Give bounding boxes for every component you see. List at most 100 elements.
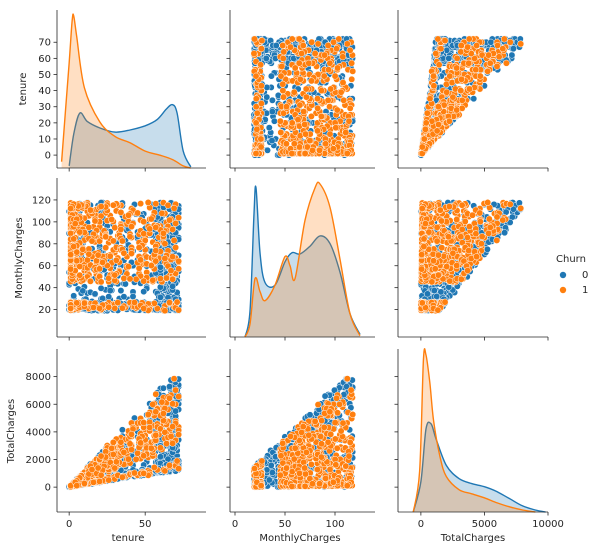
scatter-point-TotalCharges-tenure-churn1-350 bbox=[457, 48, 465, 56]
scatter-point-TotalCharges-tenure-churn0-675 bbox=[445, 54, 453, 62]
scatter-point-MonthlyCharges-tenure-churn1-512 bbox=[258, 37, 266, 45]
scatter-point-MonthlyCharges-tenure-churn1-468 bbox=[349, 67, 357, 75]
scatter-point-MonthlyCharges-tenure-churn1-375 bbox=[346, 46, 354, 54]
scatter-point-MonthlyCharges-tenure-churn1-589 bbox=[314, 127, 321, 135]
scatter-point-tenure-MonthlyCharges-churn1-538 bbox=[91, 217, 99, 225]
scatter-point-TotalCharges-tenure-churn1-595 bbox=[418, 143, 426, 151]
kde-line-TotalCharges-churn1 bbox=[412, 348, 536, 513]
scatter-point-tenure-MonthlyCharges-churn1-529 bbox=[161, 240, 169, 248]
scatter-point-MonthlyCharges-tenure-churn1-556 bbox=[302, 130, 309, 138]
scatter-point-MonthlyCharges-tenure-churn1-351 bbox=[324, 42, 332, 49]
scatter-point-MonthlyCharges-tenure-churn0-477 bbox=[263, 93, 271, 101]
scatter-point-tenure-MonthlyCharges-churn1-443 bbox=[152, 200, 160, 208]
scatter-point-tenure-MonthlyCharges-churn1-575 bbox=[70, 235, 78, 243]
kde-line-tenure-churn0 bbox=[68, 103, 192, 168]
scatter-point-TotalCharges-tenure-churn1-585 bbox=[473, 42, 481, 49]
scatter-point-tenure-MonthlyCharges-churn1-477 bbox=[128, 250, 135, 257]
scatter-point-TotalCharges-tenure-churn1-518 bbox=[499, 45, 507, 53]
scatter-point-tenure-MonthlyCharges-churn1-367 bbox=[137, 200, 145, 208]
scatter-point-MonthlyCharges-tenure-churn1-431 bbox=[346, 104, 354, 112]
scatter-point-tenure-MonthlyCharges-churn1-594 bbox=[71, 220, 79, 228]
scatter-point-tenure-MonthlyCharges-churn1-592 bbox=[94, 251, 102, 259]
scatter-point-tenure-MonthlyCharges-churn1-585 bbox=[169, 253, 177, 261]
scatter-point-layer bbox=[65, 35, 525, 491]
scatter-point-MonthlyCharges-tenure-churn1-25 bbox=[308, 38, 316, 46]
scatter-point-MonthlyCharges-tenure-churn0-144 bbox=[267, 72, 275, 80]
scatter-point-tenure-MonthlyCharges-churn1-521 bbox=[76, 228, 84, 236]
scatter-point-tenure-MonthlyCharges-churn1-485 bbox=[114, 299, 122, 307]
scatter-point-TotalCharges-tenure-churn1-443 bbox=[502, 59, 510, 67]
scatter-point-MonthlyCharges-tenure-churn1-438 bbox=[333, 106, 341, 114]
scatter-point-MonthlyCharges-tenure-churn0-611 bbox=[262, 54, 270, 62]
scatter-point-TotalCharges-tenure-churn1-468 bbox=[484, 67, 492, 75]
scatter-point-tenure-MonthlyCharges-churn1-598 bbox=[152, 223, 160, 231]
scatter-point-MonthlyCharges-tenure-churn1-521 bbox=[322, 140, 330, 148]
scatter-point-TotalCharges-tenure-churn0-357 bbox=[508, 51, 516, 59]
scatter-point-MonthlyCharges-tenure-churn1-169 bbox=[335, 35, 343, 43]
scatter-point-MonthlyCharges-tenure-churn1-350 bbox=[280, 48, 288, 56]
scatter-point-TotalCharges-MonthlyCharges-churn1-369 bbox=[438, 244, 446, 252]
scatter-point-TotalCharges-tenure-churn1-286 bbox=[495, 53, 503, 61]
scatter-point-tenure-MonthlyCharges-churn1-596 bbox=[167, 267, 175, 275]
scatter-point-tenure-MonthlyCharges-churn1-512 bbox=[173, 298, 181, 306]
scatter-point-MonthlyCharges-tenure-churn1-592 bbox=[301, 121, 309, 128]
scatter-point-MonthlyCharges-tenure-churn1-367 bbox=[348, 75, 356, 83]
scatter-point-MonthlyCharges-tenure-churn1-595 bbox=[257, 143, 265, 151]
scatter-point-tenure-MonthlyCharges-churn0-678 bbox=[91, 290, 99, 298]
scatter-point-MonthlyCharges-tenure-churn1-584 bbox=[343, 40, 351, 48]
scatter-point-TotalCharges-MonthlyCharges-churn0-348 bbox=[483, 245, 491, 253]
scatter-point-MonthlyCharges-tenure-churn1-324 bbox=[314, 95, 321, 103]
scatter-point-MonthlyCharges-tenure-churn1-409 bbox=[277, 72, 285, 80]
scatter-point-TotalCharges-tenure-churn1-587 bbox=[465, 59, 473, 67]
scatter-point-tenure-MonthlyCharges-churn0-535 bbox=[117, 287, 125, 295]
kde-fill-MonthlyCharges-churn1 bbox=[245, 182, 360, 337]
scatter-point-MonthlyCharges-tenure-churn1-538 bbox=[332, 124, 340, 132]
scatter-point-tenure-MonthlyCharges-churn1-362 bbox=[125, 211, 132, 219]
scatter-point-MonthlyCharges-tenure-churn1-588 bbox=[253, 125, 261, 133]
scatter-point-tenure-MonthlyCharges-churn1-350 bbox=[163, 274, 170, 282]
scatter-point-MonthlyCharges-tenure-churn1-286 bbox=[339, 53, 347, 61]
scatter-point-tenure-MonthlyCharges-churn0-581 bbox=[106, 287, 114, 295]
scatter-point-MonthlyCharges-tenure-churn1-374 bbox=[279, 80, 287, 88]
scatter-point-tenure-MonthlyCharges-churn1-426 bbox=[125, 263, 132, 271]
scatter-point-TotalCharges-MonthlyCharges-churn0-691 bbox=[501, 229, 509, 237]
scatter-point-TotalCharges-MonthlyCharges-churn1-362 bbox=[469, 211, 476, 219]
scatter-point-MonthlyCharges-tenure-churn1-560 bbox=[298, 50, 306, 57]
scatter-point-MonthlyCharges-tenure-churn1-362 bbox=[337, 88, 345, 96]
scatter-point-tenure-MonthlyCharges-churn1-578 bbox=[159, 229, 167, 237]
scatter-point-tenure-MonthlyCharges-churn1-377 bbox=[109, 237, 117, 245]
scatter-point-tenure-MonthlyCharges-churn1-554 bbox=[80, 299, 88, 307]
scatter-point-tenure-MonthlyCharges-churn1-544 bbox=[67, 251, 75, 259]
scatter-point-MonthlyCharges-tenure-churn0-678 bbox=[265, 124, 273, 132]
scatter-point-MonthlyCharges-tenure-churn1-594 bbox=[329, 145, 337, 153]
scatter-point-MonthlyCharges-tenure-churn1-598 bbox=[326, 59, 334, 67]
scatter-point-MonthlyCharges-tenure-churn1-369 bbox=[307, 112, 315, 120]
scatter-point-tenure-MonthlyCharges-churn1-551 bbox=[140, 218, 148, 226]
scatter-point-tenure-MonthlyCharges-churn1-580 bbox=[120, 249, 128, 257]
scatter-point-TotalCharges-tenure-churn1-457 bbox=[458, 96, 466, 104]
scatter-point-TotalCharges-tenure-churn1-426 bbox=[443, 88, 451, 96]
scatter-point-MonthlyCharges-tenure-churn0-581 bbox=[268, 108, 276, 116]
scatter-point-MonthlyCharges-tenure-churn1-475 bbox=[325, 66, 333, 74]
scatter-point-MonthlyCharges-tenure-churn0-165 bbox=[270, 117, 278, 125]
scatter-point-tenure-MonthlyCharges-churn1-392 bbox=[86, 277, 94, 285]
scatter-point-MonthlyCharges-tenure-churn1-585 bbox=[299, 42, 307, 49]
scatter-point-MonthlyCharges-tenure-churn1-535 bbox=[317, 112, 325, 120]
scatter-point-TotalCharges-tenure-churn1-547 bbox=[430, 72, 437, 80]
scatter-point-tenure-MonthlyCharges-churn1-490 bbox=[106, 252, 114, 260]
scatter-point-MonthlyCharges-tenure-churn1-580 bbox=[302, 93, 310, 101]
scatter-point-MonthlyCharges-tenure-churn1-459 bbox=[253, 109, 261, 117]
scatter-point-tenure-MonthlyCharges-churn1-375 bbox=[164, 201, 172, 209]
scatter-point-MonthlyCharges-tenure-churn1-122 bbox=[250, 50, 258, 57]
scatter-point-TotalCharges-tenure-churn0-672 bbox=[487, 38, 495, 46]
scatter-point-TotalCharges-tenure-churn1-467 bbox=[430, 82, 438, 90]
scatter-point-MonthlyCharges-tenure-churn1-562 bbox=[288, 150, 296, 157]
scatter-point-MonthlyCharges-tenure-churn1-575 bbox=[316, 146, 323, 154]
scatter-point-TotalCharges-MonthlyCharges-churn1-378 bbox=[485, 215, 493, 223]
scatter-point-tenure-MonthlyCharges-churn1-468 bbox=[144, 199, 152, 206]
scatter-point-tenure-MonthlyCharges-churn1-457 bbox=[117, 225, 125, 233]
scatter-point-TotalCharges-tenure-churn1-599 bbox=[434, 35, 442, 43]
scatter-point-TotalCharges-tenure-churn1-590 bbox=[434, 103, 442, 111]
scatter-point-tenure-MonthlyCharges-churn1-587 bbox=[152, 247, 160, 255]
scatter-point-tenure-MonthlyCharges-churn1-511 bbox=[97, 278, 105, 286]
